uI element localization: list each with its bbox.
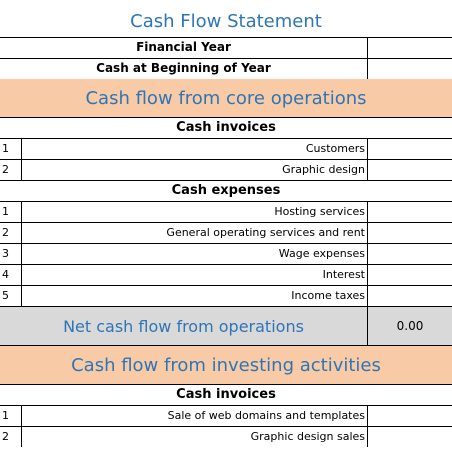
cash-beginning-row: Cash at Beginning of Year: [0, 59, 452, 80]
financial-year-value[interactable]: [368, 38, 452, 58]
net-cash-flow-label: Net cash flow from operations: [0, 307, 368, 345]
list-item: 2 General operating services and rent: [0, 223, 452, 244]
row-label: Interest: [22, 265, 368, 285]
row-label: Wage expenses: [22, 244, 368, 264]
financial-year-label: Financial Year: [0, 38, 368, 58]
row-value-cell[interactable]: [368, 265, 452, 285]
list-item: 2 Graphic design sales: [0, 427, 452, 447]
list-item: 1 Customers: [0, 139, 452, 160]
row-value-cell[interactable]: [368, 406, 452, 426]
list-item: 4 Interest: [0, 265, 452, 286]
core-invoices-heading: Cash invoices: [0, 118, 452, 139]
row-value-cell[interactable]: [368, 244, 452, 264]
row-value-cell[interactable]: [368, 139, 452, 159]
row-number: 5: [0, 286, 22, 306]
financial-year-row: Financial Year: [0, 37, 452, 59]
row-value-cell[interactable]: [368, 223, 452, 243]
row-number: 1: [0, 202, 22, 222]
row-value-cell[interactable]: [368, 202, 452, 222]
row-label: Income taxes: [22, 286, 368, 306]
row-label: Customers: [22, 139, 368, 159]
row-label: Graphic design: [22, 160, 368, 180]
investing-section-title: Cash flow from investing activities: [0, 346, 452, 385]
header-block: Financial Year Cash at Beginning of Year: [0, 37, 452, 80]
row-number: 3: [0, 244, 22, 264]
row-label: Hosting services: [22, 202, 368, 222]
row-number: 2: [0, 427, 22, 447]
row-value-cell[interactable]: [368, 160, 452, 180]
list-item: 3 Wage expenses: [0, 244, 452, 265]
list-item: 1 Hosting services: [0, 202, 452, 223]
cash-beginning-value[interactable]: [368, 59, 452, 79]
row-value-cell[interactable]: [368, 286, 452, 306]
row-label: Sale of web domains and templates: [22, 406, 368, 426]
list-item: 5 Income taxes: [0, 286, 452, 307]
net-cash-flow-row: Net cash flow from operations 0.00: [0, 307, 452, 346]
row-number: 2: [0, 160, 22, 180]
row-number: 4: [0, 265, 22, 285]
investing-invoices-heading: Cash invoices: [0, 385, 452, 406]
net-cash-flow-value: 0.00: [396, 319, 424, 333]
row-number: 2: [0, 223, 22, 243]
core-expenses-heading: Cash expenses: [0, 181, 452, 202]
row-number: 1: [0, 139, 22, 159]
row-label: General operating services and rent: [22, 223, 368, 243]
list-item: 2 Graphic design: [0, 160, 452, 181]
row-label: Graphic design sales: [22, 427, 368, 447]
page-title: Cash Flow Statement: [130, 11, 322, 32]
list-item: 1 Sale of web domains and templates: [0, 406, 452, 427]
core-section-title: Cash flow from core operations: [0, 79, 452, 118]
row-number: 1: [0, 406, 22, 426]
cash-beginning-label: Cash at Beginning of Year: [0, 59, 368, 79]
row-value-cell[interactable]: [368, 427, 452, 447]
core-section: Cash flow from core operations Cash invo…: [0, 79, 452, 447]
